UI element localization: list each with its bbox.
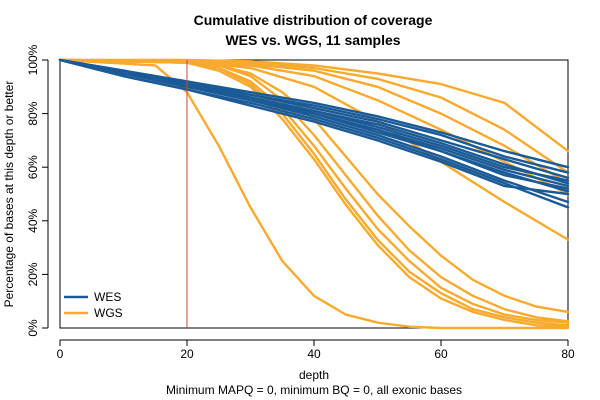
y-axis-label: Percentage of bases at this depth or bet… <box>2 81 16 308</box>
series-line-wgs-10 <box>58 58 570 174</box>
series-line-wgs-2 <box>58 58 570 328</box>
y-tick-label: 60% <box>26 155 40 179</box>
series-line-wgs-4 <box>58 58 570 324</box>
x-tick-label: 40 <box>307 347 321 361</box>
legend: WES WGS <box>64 290 123 320</box>
legend-label-wgs: WGS <box>94 306 123 320</box>
x-axis-label: depth <box>299 368 329 382</box>
series-line-wes-10 <box>58 58 570 190</box>
y-tick-label: 40% <box>26 208 40 232</box>
chart-subtitle: Minimum MAPQ = 0, minimum BQ = 0, all ex… <box>166 383 462 397</box>
x-tick-label: 80 <box>561 347 575 361</box>
x-axis: 0 20 40 60 80 <box>57 339 575 361</box>
chart-title-line-1: Cumulative distribution of coverage <box>194 12 433 28</box>
series-line-wgs-8 <box>58 58 570 196</box>
x-tick-label: 20 <box>180 347 194 361</box>
series-line-wes-11 <box>58 58 570 182</box>
y-tick-label: 0% <box>26 319 40 337</box>
series-line-wgs-6 <box>58 58 570 314</box>
y-tick-label: 20% <box>26 262 40 286</box>
x-tick-label: 60 <box>434 347 448 361</box>
series-line-wgs-11 <box>58 58 570 153</box>
chart-title-line-2: WES vs. WGS, 11 samples <box>225 32 400 48</box>
y-tick-label: 100% <box>26 44 40 75</box>
y-axis: 0% 20% 40% 60% 80% 100% <box>26 44 49 337</box>
series-line-wgs-7 <box>58 58 570 241</box>
series-layer <box>58 58 570 330</box>
y-tick-label: 80% <box>26 101 40 125</box>
series-line-wes-9 <box>58 58 570 196</box>
chart-title: Cumulative distribution of coverage WES … <box>194 12 433 48</box>
x-tick-label: 0 <box>57 347 64 361</box>
legend-label-wes: WES <box>94 290 121 304</box>
